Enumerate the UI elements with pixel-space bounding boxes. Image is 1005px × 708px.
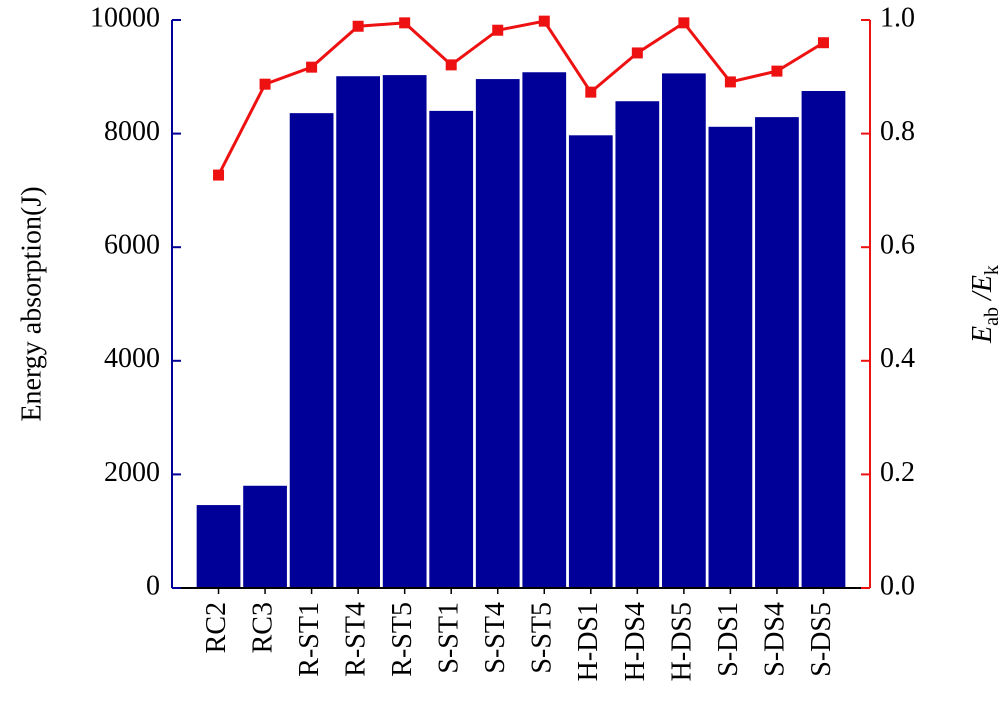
y-tick-label: 0 — [146, 570, 160, 601]
marker — [585, 86, 597, 98]
bar — [196, 505, 241, 588]
bar — [615, 101, 660, 588]
marker — [631, 47, 643, 59]
bar — [755, 117, 799, 589]
bar — [475, 79, 520, 589]
y-tick-label: 2000 — [104, 457, 160, 488]
y2-label-sub: ab — [981, 307, 1003, 326]
marker — [492, 24, 504, 36]
x-tick-label: S-ST1 — [434, 602, 465, 674]
marker — [399, 17, 411, 29]
y2-tick-label: 0.0 — [880, 570, 915, 601]
y-axis-label: Energy absorption(J) — [16, 186, 47, 421]
y-tick-label: 10000 — [90, 2, 160, 33]
bar — [429, 110, 474, 588]
y-tick-label: 4000 — [104, 343, 160, 374]
bar — [289, 113, 334, 588]
x-tick-label: RC2 — [201, 602, 232, 653]
marker — [306, 61, 318, 73]
marker — [538, 15, 550, 27]
y2-tick-label: 0.2 — [880, 457, 915, 488]
y2-label-part: E — [967, 326, 998, 344]
marker — [678, 17, 690, 29]
bar — [568, 135, 613, 588]
marker — [724, 76, 736, 88]
bar — [801, 91, 846, 588]
y2-tick-label: 0.6 — [880, 230, 915, 261]
y2-axis-label: Eab /Ek — [967, 265, 1002, 344]
x-tick-label: S-DS1 — [713, 602, 744, 677]
x-tick-label: S-ST5 — [527, 602, 558, 674]
marker — [817, 37, 829, 49]
bar — [708, 126, 753, 588]
bar — [661, 73, 706, 589]
x-tick-label: R-ST4 — [341, 602, 372, 677]
x-tick-label: H-DS1 — [573, 602, 604, 681]
marker — [213, 169, 225, 181]
bar — [336, 76, 381, 589]
x-tick-label: R-ST1 — [294, 602, 325, 677]
x-tick-label: H-DS4 — [620, 602, 651, 681]
x-tick-label: H-DS5 — [666, 602, 697, 681]
x-tick-label: R-ST5 — [387, 602, 418, 677]
x-tick-label: S-ST4 — [480, 602, 511, 674]
bar — [243, 485, 287, 588]
marker — [352, 20, 364, 32]
y2-label-sub: k — [981, 265, 1003, 275]
bar — [382, 75, 427, 588]
bar — [522, 72, 567, 589]
y2-tick-label: 0.8 — [880, 116, 915, 147]
marker — [259, 78, 271, 90]
x-tick-label: S-DS4 — [759, 602, 790, 677]
y2-tick-label: 1.0 — [880, 2, 915, 33]
x-tick-label: S-DS5 — [806, 602, 837, 677]
x-tick-label: RC3 — [247, 602, 278, 653]
y-tick-label: 8000 — [104, 116, 160, 147]
y2-tick-label: 0.4 — [880, 343, 915, 374]
y-tick-label: 6000 — [104, 230, 160, 261]
line — [217, 19, 825, 176]
marker — [771, 65, 783, 77]
marker — [445, 59, 457, 71]
y2-label-part: /E — [967, 275, 998, 307]
